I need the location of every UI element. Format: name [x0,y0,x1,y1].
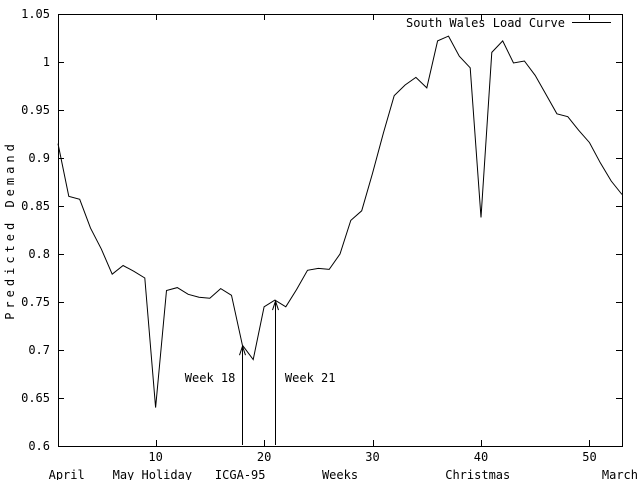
x-tick-label: 50 [582,450,596,464]
plot-border [58,14,623,447]
legend-label: South Wales Load Curve [406,16,565,30]
y-tick-label: 0.9 [28,151,50,165]
y-tick-label: 1.05 [21,7,50,21]
x-tick-label: 40 [474,450,488,464]
annotation-label-week-18: Week 18 [185,371,236,385]
season-label-march: March [602,468,638,480]
y-tick-label: 0.85 [21,199,50,213]
y-tick-label: 0.75 [21,295,50,309]
annotation-arrowhead-week-21 [272,299,279,311]
load-curve-line [57,35,623,408]
y-axis-title: Predicted Demand [3,140,17,320]
x-axis-title: Weeks [322,468,358,480]
y-tick-label: 0.6 [28,439,50,453]
y-tick-label: 0.65 [21,391,50,405]
x-tick-label: 20 [257,450,271,464]
x-tick-label: 30 [365,450,379,464]
y-tick-label: 0.95 [21,103,50,117]
y-tick-label: 1 [43,55,50,69]
season-label-april: April [49,468,85,480]
y-tick-label: 0.8 [28,247,50,261]
y-tick-label: 0.7 [28,343,50,357]
season-label-christmas: Christmas [445,468,510,480]
annotation-label-week-21: Week 21 [285,371,336,385]
season-label-may-holiday: May Holiday [113,468,192,480]
x-tick-label: 10 [148,450,162,464]
season-label-icga-95: ICGA-95 [215,468,266,480]
annotation-arrowhead-week-18 [239,344,246,356]
